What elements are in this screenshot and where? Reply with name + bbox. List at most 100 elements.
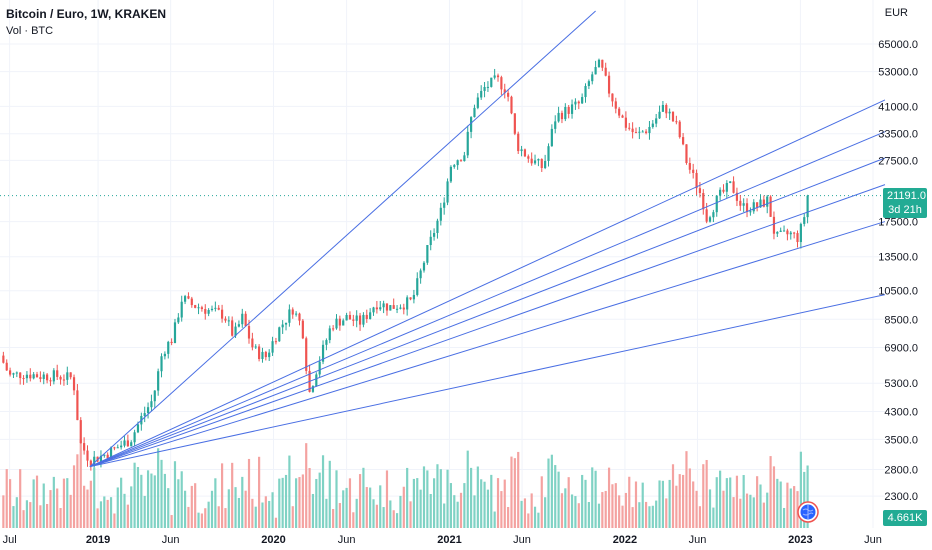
- candle-body: [779, 230, 782, 232]
- time-tick-label: Jun: [162, 534, 180, 546]
- volume-bar: [59, 507, 62, 528]
- volume-bar: [288, 455, 291, 528]
- volume-bar: [220, 463, 224, 528]
- volume-bar: [685, 451, 688, 528]
- volume-bar: [204, 508, 207, 528]
- candle-body: [163, 353, 166, 357]
- candle-body: [29, 374, 32, 379]
- candle-body: [12, 373, 15, 375]
- candle-body: [456, 160, 459, 166]
- candle-body: [503, 89, 506, 93]
- volume-bar: [318, 472, 321, 528]
- volume-bar: [422, 466, 426, 528]
- fan-lines[interactable]: [89, 10, 886, 468]
- candle-body: [217, 307, 220, 310]
- candle-body: [745, 203, 749, 213]
- candle-body: [167, 341, 170, 354]
- volume-bar: [762, 502, 765, 528]
- volume-bar: [621, 505, 624, 528]
- candle-body: [325, 340, 328, 345]
- candle-body: [355, 315, 358, 321]
- candle-body: [574, 101, 577, 105]
- candle-body: [197, 307, 200, 309]
- volume-bar: [587, 502, 590, 528]
- volume-bar: [120, 477, 123, 528]
- candle-body: [126, 440, 129, 447]
- candle-body: [692, 169, 695, 173]
- candle-body: [436, 220, 439, 234]
- candle-body: [426, 245, 429, 263]
- volume-bar: [678, 474, 681, 528]
- candle-body: [9, 370, 12, 375]
- candle-body: [466, 131, 469, 156]
- volume-bar: [607, 467, 611, 528]
- volume-bar: [93, 467, 96, 528]
- candle-body: [62, 379, 66, 381]
- candle-body: [803, 217, 806, 224]
- volume-bar: [194, 483, 197, 528]
- candle-body: [621, 115, 624, 118]
- candle-body: [776, 231, 779, 234]
- candle-body: [705, 209, 708, 222]
- volume-bar: [463, 483, 466, 528]
- volume-bar: [247, 458, 251, 528]
- volume-bar: [146, 470, 150, 528]
- volume-bar: [160, 459, 163, 528]
- volume-bar: [523, 498, 527, 528]
- candle-body: [766, 196, 769, 207]
- volume-bar: [167, 488, 170, 528]
- candle-body: [520, 149, 523, 152]
- candle-body: [486, 86, 490, 88]
- candle-body: [698, 188, 702, 194]
- candle-body: [537, 159, 540, 161]
- candle-body: [365, 314, 368, 319]
- earth-icon[interactable]: [797, 501, 819, 523]
- candle-body: [49, 380, 52, 382]
- volume-bar: [453, 495, 456, 528]
- volume-bar: [688, 468, 691, 528]
- candle-body: [584, 86, 587, 98]
- symbol-title[interactable]: Bitcoin / Euro, 1W, KRAKEN: [6, 7, 167, 21]
- candle-body: [19, 372, 22, 379]
- volume-bar: [618, 495, 621, 528]
- volume-bar: [782, 507, 786, 528]
- volume-bar: [12, 506, 15, 528]
- volume-bar: [244, 490, 247, 528]
- volume-bar: [655, 500, 658, 528]
- time-tick-label: 2023: [788, 534, 812, 546]
- fan-line: [89, 184, 886, 468]
- time-axis[interactable]: Jul 2019 Jun 2020 Jun 2021 Jun 2022 Jun 2023 Jun: [3, 534, 882, 546]
- candle-body: [483, 86, 486, 91]
- candle-body: [655, 118, 658, 124]
- candle-body: [419, 270, 422, 279]
- candle-body: [52, 370, 55, 382]
- volume-bar: [507, 507, 510, 528]
- volume-indicator-label[interactable]: Vol · BTC: [6, 25, 54, 37]
- candle-body: [160, 356, 163, 372]
- volume-bar: [29, 502, 32, 528]
- candle-body: [513, 113, 516, 134]
- fan-line: [89, 10, 596, 468]
- candle-body: [702, 193, 705, 210]
- candle-body: [671, 111, 675, 122]
- price-axis[interactable]: 65000.0 53000.0 41000.0 33500.0 27500.0 17500…: [878, 39, 918, 503]
- candle-body: [564, 106, 567, 120]
- candle-body: [150, 401, 153, 408]
- candle-body: [577, 101, 580, 104]
- volume-bar: [200, 513, 203, 528]
- time-tick-label: Jun: [338, 534, 356, 546]
- candle-body: [473, 107, 476, 118]
- volume-bar: [644, 501, 648, 528]
- volume-bar: [500, 491, 503, 528]
- volume-bar: [772, 466, 776, 528]
- candle-body: [15, 372, 18, 374]
- volume-bar: [335, 470, 338, 528]
- candle-body: [533, 160, 537, 164]
- volume-bar: [715, 477, 718, 528]
- volume-bar: [503, 479, 506, 528]
- candle-body: [214, 307, 217, 309]
- candle-body: [234, 326, 237, 336]
- volume-bar: [281, 477, 284, 528]
- volume-bar: [806, 465, 809, 528]
